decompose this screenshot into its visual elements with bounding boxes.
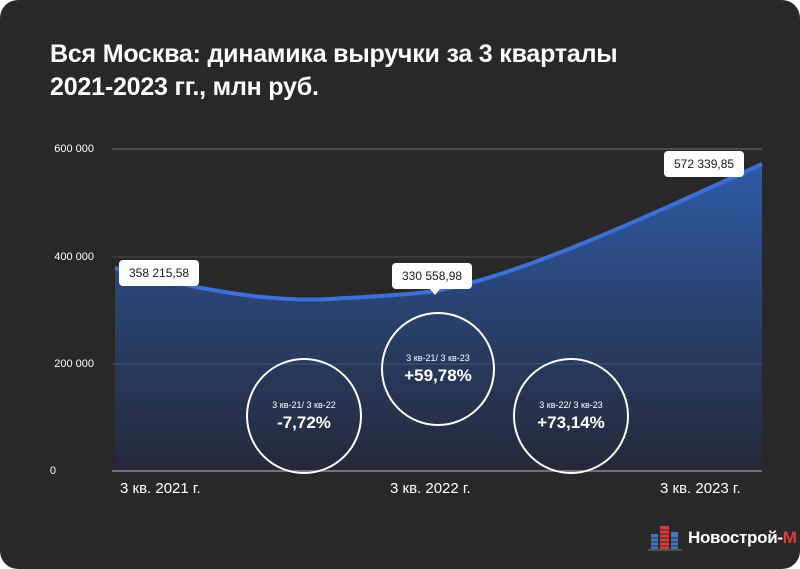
data-label-2021: 358 215,58 (119, 260, 200, 286)
x-tick-2023: 3 кв. 2023 г. (660, 480, 741, 497)
bubble-percent: +73,14% (537, 412, 605, 432)
data-label-2023: 572 339,85 (664, 151, 745, 177)
bubble-percent: -7,72% (277, 412, 331, 432)
chart-title: Вся Москва: динамика выручки за 3 кварта… (50, 38, 618, 104)
change-bubble-21-23: 3 кв-21/ 3 кв-23 +59,78% (381, 312, 495, 426)
data-label-2022: 330 558,98 (392, 263, 473, 289)
logo-text-accent: М (782, 528, 797, 547)
bubble-period: 3 кв-21/ 3 кв-22 (272, 399, 336, 410)
bubble-period: 3 кв-22/ 3 кв-23 (539, 399, 603, 410)
change-bubble-21-22: 3 кв-21/ 3 кв-22 -7,72% (246, 358, 362, 474)
y-tick-400000: 400 000 (54, 251, 94, 263)
novostroy-m-logo: Новострой-М (648, 524, 797, 552)
logo-text-main: Новострой- (688, 528, 783, 547)
buildings-icon (648, 526, 682, 551)
y-tick-600000: 600 000 (54, 143, 94, 155)
chart-title-line1: Вся Москва: динамика выручки за 3 кварта… (50, 40, 618, 68)
logo-text: Новострой-М (688, 528, 797, 548)
x-tick-2022: 3 кв. 2022 г. (390, 480, 471, 497)
x-tick-2021: 3 кв. 2021 г. (120, 480, 201, 497)
revenue-line (114, 162, 763, 302)
bubble-period: 3 кв-21/ 3 кв-23 (406, 352, 470, 363)
data-label-2022-pointer (430, 289, 440, 295)
y-tick-0: 0 (49, 465, 56, 477)
change-bubble-22-23: 3 кв-22/ 3 кв-23 +73,14% (513, 358, 629, 474)
chart-title-line2: 2021-2023 гг., млн руб. (50, 73, 319, 101)
y-tick-200000: 200 000 (54, 358, 94, 370)
bubble-percent: +59,78% (404, 365, 472, 385)
